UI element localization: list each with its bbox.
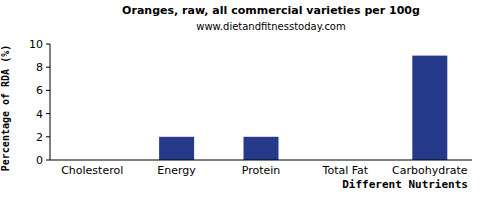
y-axis: [50, 44, 51, 160]
bar: [159, 137, 194, 160]
y-axis-label: Percentage of RDA (%): [0, 45, 11, 171]
title: Oranges, raw, all commercial varieties p…: [122, 4, 420, 17]
subtitle: www.dietandfitnesstoday.com: [196, 21, 345, 32]
y-tick-label: 6: [36, 84, 43, 97]
x-axis: [50, 160, 472, 161]
x-tick-label: Protein: [242, 164, 281, 177]
y-tick-label: 0: [36, 154, 43, 167]
y-tick: [46, 67, 50, 68]
y-tick-label: 4: [36, 108, 43, 121]
x-tick-label: Energy: [157, 164, 196, 177]
y-tick: [46, 160, 50, 161]
x-tick-label: Carbohydrate: [392, 164, 468, 177]
y-tick: [46, 136, 50, 137]
y-tick: [46, 44, 50, 45]
x-axis-label: Different Nutrients: [342, 178, 468, 191]
bar: [412, 56, 447, 160]
bar: [244, 137, 279, 160]
y-tick-label: 10: [29, 38, 43, 51]
y-tick-label: 2: [36, 131, 43, 144]
y-tick-label: 8: [36, 61, 43, 74]
x-tick-label: Cholesterol: [61, 164, 123, 177]
chart: Oranges, raw, all commercial varieties p…: [0, 0, 500, 200]
bars: [159, 56, 447, 160]
x-tick-label: Total Fat: [322, 164, 369, 177]
y-tick: [46, 113, 50, 114]
y-tick: [46, 90, 50, 91]
